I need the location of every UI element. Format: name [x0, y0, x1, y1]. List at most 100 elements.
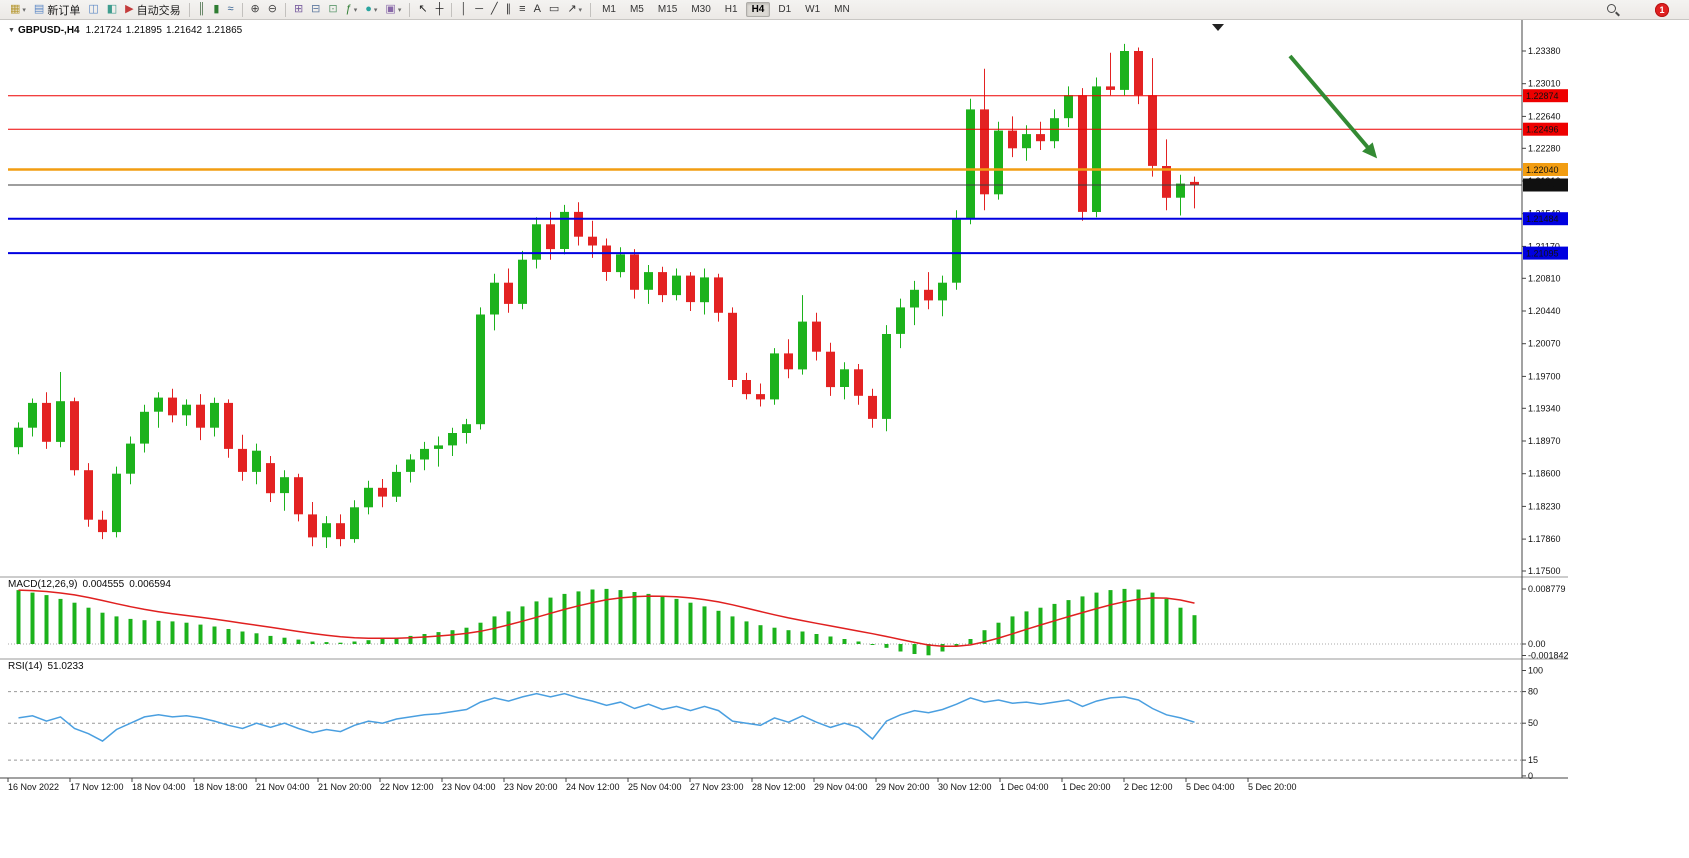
svg-text:1.22640: 1.22640: [1528, 111, 1561, 121]
toolbar-right: 1: [1606, 2, 1683, 17]
fibonacci-tool-icon: ≡: [519, 3, 526, 15]
svg-text:17 Nov 12:00: 17 Nov 12:00: [70, 782, 124, 792]
zoom-in-button[interactable]: ⊕: [248, 1, 263, 18]
crosshair-tool-button[interactable]: ┼: [433, 1, 447, 18]
svg-text:1.18600: 1.18600: [1528, 469, 1561, 479]
vertical-line-tool-button[interactable]: │: [457, 1, 470, 18]
open-value: 1.21724: [85, 25, 122, 36]
trend-arrow[interactable]: [1288, 54, 1378, 159]
timeframe-w1-button[interactable]: W1: [805, 4, 821, 15]
timeframe-h4-button[interactable]: H4: [745, 2, 771, 17]
toolbar-separator: [188, 2, 190, 17]
indicators-icon: ƒ: [345, 3, 352, 15]
label-tool-button[interactable]: ▭: [546, 1, 562, 18]
svg-text:29 Nov 04:00: 29 Nov 04:00: [814, 782, 868, 792]
cascade-windows-button[interactable]: ⊟: [308, 1, 323, 18]
timeframe-m5-button[interactable]: M5: [629, 4, 644, 15]
caret-down-icon: ▾: [397, 6, 402, 14]
search-icon[interactable]: [1606, 3, 1619, 16]
timeframe-buttons: M1 M5 M15 M30 H1 H4 D1 W1 MN: [595, 0, 857, 19]
svg-text:5 Dec 04:00: 5 Dec 04:00: [1186, 782, 1235, 792]
ohlc-collapse-icon[interactable]: ▼: [8, 27, 15, 34]
timeframe-m30-button[interactable]: M30: [691, 4, 711, 15]
svg-text:27 Nov 23:00: 27 Nov 23:00: [690, 782, 744, 792]
svg-text:25 Nov 04:00: 25 Nov 04:00: [628, 782, 682, 792]
line-chart-mode-icon: ≈: [227, 3, 234, 15]
market-depth-button[interactable]: ◧: [104, 1, 120, 18]
auto-trading-button-label: 自动交易: [136, 4, 181, 17]
crosshair-tool-icon: ┼: [435, 3, 444, 15]
rsi-line: [18, 692, 1195, 742]
horizontal-line-tool-button[interactable]: ─: [472, 1, 486, 18]
caret-down-icon: ▾: [22, 6, 26, 14]
macd-label: MACD(12,26,9) 0.004555 0.006594: [8, 579, 176, 590]
toolbar-separator: [409, 2, 411, 17]
macd-name: MACD(12,26,9): [8, 579, 78, 590]
candles-layer: [14, 43, 1199, 548]
timeframe-m1-button[interactable]: M1: [602, 4, 616, 15]
templates-button[interactable]: ▣ ▾: [382, 1, 404, 18]
indicators-button[interactable]: ƒ ▾: [343, 1, 361, 18]
timeframe-m15-button[interactable]: M15: [657, 4, 678, 15]
fibonacci-tool-button[interactable]: ≡: [516, 1, 528, 18]
svg-text:5 Dec 20:00: 5 Dec 20:00: [1248, 782, 1297, 792]
text-tool-button[interactable]: A: [531, 1, 544, 18]
svg-text:0.008779: 0.008779: [1528, 584, 1566, 594]
low-value: 1.21642: [165, 25, 203, 36]
svg-text:1.22874: 1.22874: [1526, 91, 1559, 101]
tile-windows-button[interactable]: ⊞: [291, 1, 306, 18]
label-tool-icon: ▭: [548, 3, 560, 15]
symbol-period-label: GBPUSD-,H4: [17, 25, 80, 36]
timeframe-h1-button[interactable]: H1: [724, 4, 738, 15]
profiles-icon: ◫: [88, 3, 99, 15]
horizontal-line-tool-icon: ─: [475, 3, 484, 15]
line-chart-mode-button[interactable]: ≈: [224, 1, 236, 18]
cursor-tool-icon: ↖: [418, 3, 428, 15]
vertical-line-tool-icon: │: [460, 3, 468, 15]
new-order-button[interactable]: ▤ 新订单: [31, 1, 83, 18]
svg-text:100: 100: [1528, 666, 1543, 676]
bar-chart-mode-button[interactable]: ║: [195, 1, 209, 18]
resistance-line-upper[interactable]: 1.22874: [8, 89, 1568, 103]
timeframe-d1-button[interactable]: D1: [778, 4, 792, 15]
arrange-windows-button[interactable]: ⊡: [325, 1, 340, 18]
support-line-lower[interactable]: 1.21095: [8, 246, 1568, 260]
bid-price-line[interactable]: 1.21865: [8, 178, 1568, 192]
svg-text:1.23380: 1.23380: [1528, 46, 1561, 56]
periods-icon: ●: [365, 3, 372, 15]
cascade-windows-icon: ⊟: [311, 3, 321, 15]
macd-pane: 0.008779 0.00 -0.001842: [8, 584, 1569, 661]
svg-text:28 Nov 12:00: 28 Nov 12:00: [752, 782, 806, 792]
timeframe-mn-button[interactable]: MN: [834, 4, 850, 15]
profiles-button[interactable]: ◫: [85, 1, 101, 18]
zoom-out-button[interactable]: ⊖: [265, 1, 280, 18]
pivot-line-orange[interactable]: 1.22040: [8, 163, 1568, 176]
scroll-anchor-icon[interactable]: [1212, 24, 1224, 31]
rsi-pane: 100 80 50 15 0: [8, 666, 1543, 781]
tile-windows-icon: ⊞: [293, 3, 304, 15]
svg-text:50: 50: [1528, 718, 1538, 728]
rsi-value: 51.0233: [47, 661, 84, 672]
svg-text:1.17860: 1.17860: [1528, 534, 1561, 544]
new-chart-button[interactable]: ▦ ▾: [7, 1, 29, 18]
periods-button[interactable]: ● ▾: [362, 1, 380, 18]
support-line-upper[interactable]: 1.21484: [8, 212, 1568, 226]
channel-tool-button[interactable]: ∥: [503, 1, 515, 18]
close-value: 1.21865: [206, 25, 243, 36]
candlestick-mode-button[interactable]: ▮: [210, 1, 222, 18]
auto-trading-button[interactable]: ▶ 自动交易: [122, 1, 183, 18]
svg-text:0: 0: [1528, 771, 1533, 781]
svg-text:1.18230: 1.18230: [1528, 501, 1561, 511]
svg-text:1.19700: 1.19700: [1528, 371, 1561, 381]
svg-text:21 Nov 20:00: 21 Nov 20:00: [318, 782, 372, 792]
pane-separators: [0, 20, 1568, 779]
time-axis: 16 Nov 2022 17 Nov 12:00 18 Nov 04:00 18 No…: [7, 778, 1297, 792]
cursor-tool-button[interactable]: ↖: [415, 1, 430, 18]
trendline-tool-button[interactable]: ╱: [488, 1, 501, 18]
svg-text:1.23010: 1.23010: [1528, 79, 1561, 89]
resistance-line-lower[interactable]: 1.22496: [8, 122, 1568, 136]
notification-badge[interactable]: 1: [1655, 2, 1669, 17]
shapes-tool-button[interactable]: ↗ ▾: [564, 1, 585, 18]
svg-text:29 Nov 20:00: 29 Nov 20:00: [876, 782, 930, 792]
